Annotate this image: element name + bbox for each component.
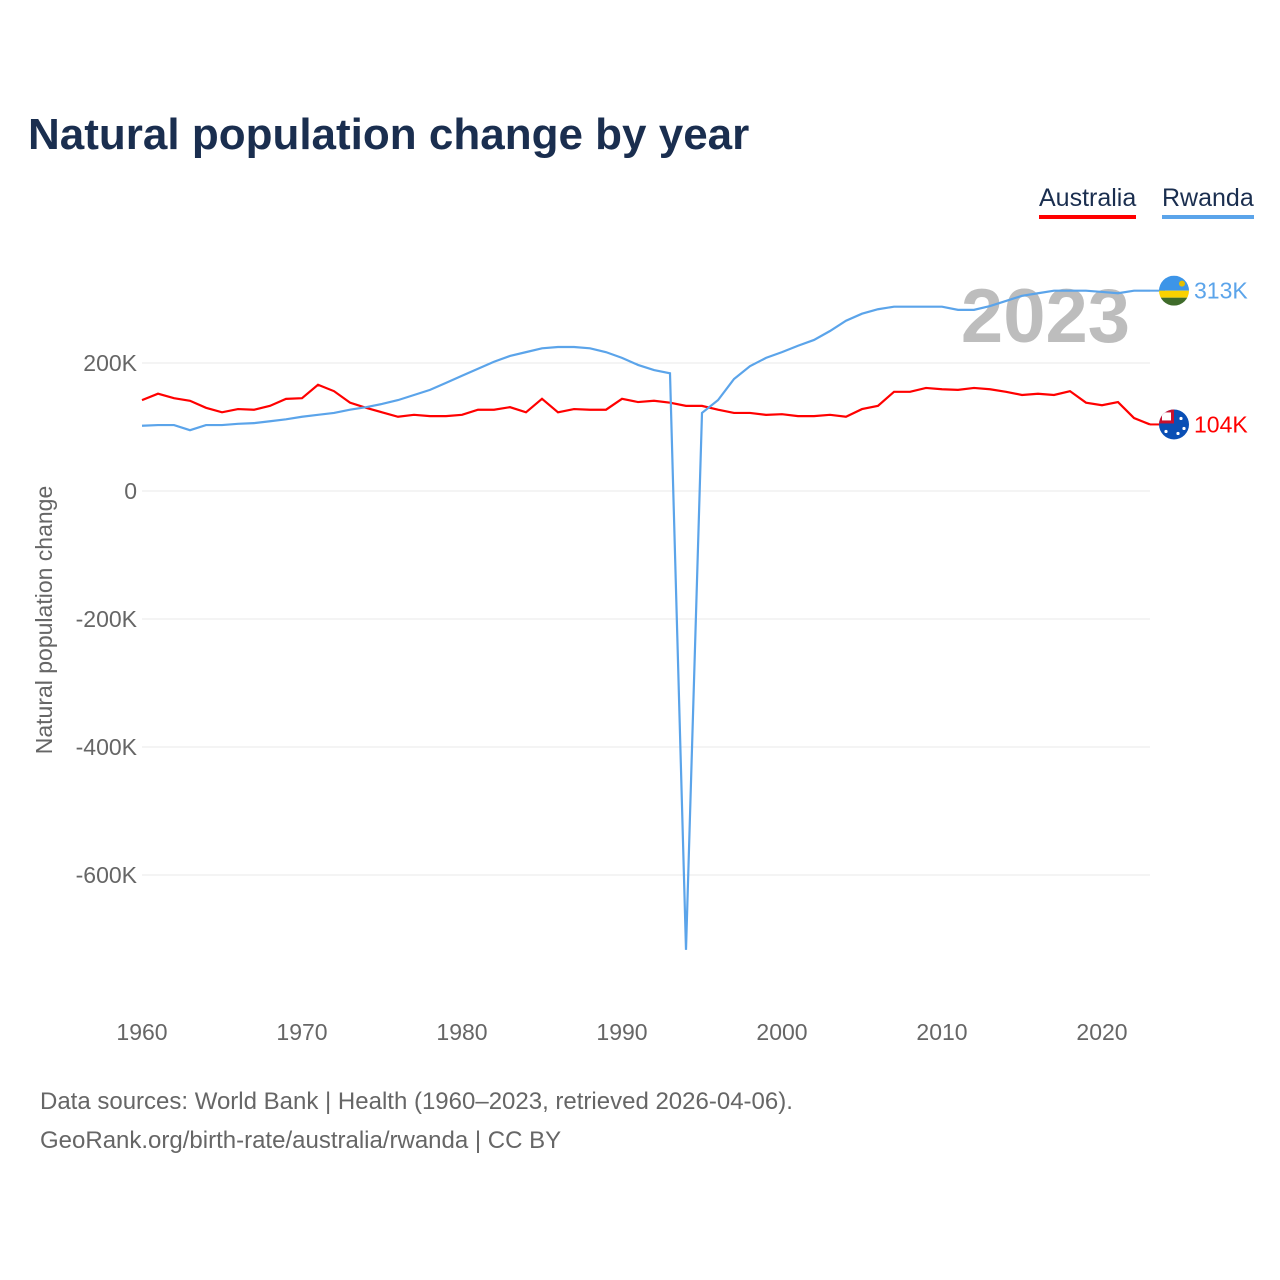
source-link[interactable]: GeoRank.org/birth-rate/australia/rwanda … [40, 1127, 562, 1154]
y-tick-label: 200K [83, 350, 137, 376]
end-value-label: 104K [1194, 411, 1248, 437]
x-tick-label: 2000 [756, 1019, 807, 1045]
x-tick-label: 1960 [116, 1019, 167, 1045]
y-tick-label: 0 [124, 478, 137, 504]
y-tick-label: -600K [76, 862, 138, 888]
y-axis-label: Natural population change [31, 486, 57, 755]
x-tick-label: 2020 [1076, 1019, 1127, 1045]
y-tick-label: -200K [76, 606, 138, 632]
year-label: 2023 [961, 274, 1130, 359]
source-note: Data sources: World Bank | Health (1960–… [40, 1088, 793, 1115]
y-tick-label: -400K [76, 734, 138, 760]
legend-rwanda[interactable]: Rwanda [1162, 184, 1254, 219]
x-tick-label: 1970 [276, 1019, 327, 1045]
x-tick-label: 2010 [916, 1019, 967, 1045]
end-value-label: 313K [1194, 278, 1248, 304]
rwanda-flag-icon [1159, 275, 1189, 306]
x-tick-label: 1980 [436, 1019, 487, 1045]
series-line-rwanda[interactable] [141, 289, 1150, 950]
australia-flag-icon [1159, 409, 1189, 440]
chart-title: Natural population change by year [28, 110, 750, 159]
legend-australia[interactable]: Australia [1039, 184, 1137, 219]
series-line-australia[interactable] [141, 383, 1151, 426]
x-tick-label: 1990 [596, 1019, 647, 1045]
